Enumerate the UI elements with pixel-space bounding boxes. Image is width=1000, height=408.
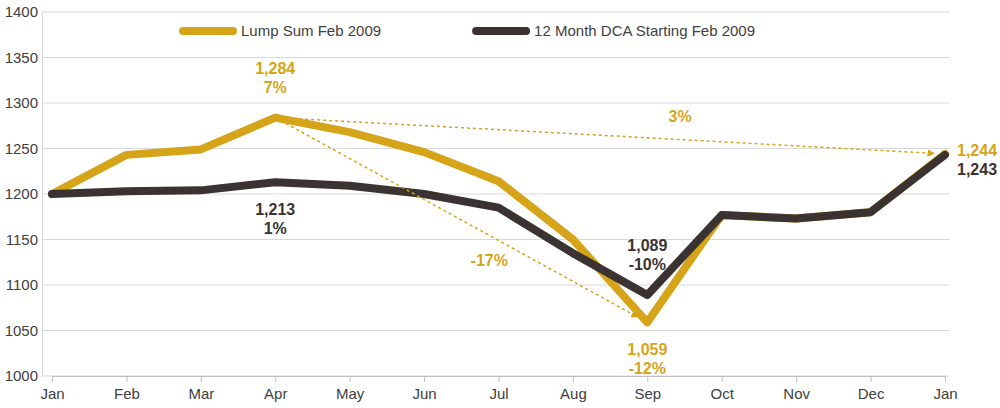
x-tick-label: Aug <box>560 385 587 402</box>
annotation: -10% <box>629 256 666 273</box>
x-tick-mark <box>424 376 425 382</box>
x-tick: Jul <box>489 376 508 402</box>
grid-line <box>42 330 950 331</box>
x-tick: Oct <box>711 376 735 402</box>
y-tick-label: 1150 <box>6 231 38 248</box>
grid-line <box>42 12 950 13</box>
data-label: 1,089 <box>627 237 667 254</box>
y-tick: 1000 <box>5 367 42 384</box>
y-tick-label: 1300 <box>5 94 38 111</box>
x-tick-mark <box>275 376 276 382</box>
x-tick-mark <box>722 376 723 382</box>
y-tick-label: 1000 <box>5 367 38 384</box>
x-tick: Jan <box>933 376 957 402</box>
x-tick-label: Jan <box>933 385 957 402</box>
x-tick-label: Oct <box>711 385 735 402</box>
data-label: 1,284 <box>255 60 295 77</box>
y-tick-label: 1050 <box>5 322 38 339</box>
grid <box>42 12 950 376</box>
x-tick: Feb <box>114 376 140 402</box>
x-tick-label: Feb <box>114 385 140 402</box>
x-tick-label: Apr <box>264 385 287 402</box>
y-tick: 1350 <box>5 49 42 66</box>
x-tick-mark <box>499 376 500 382</box>
x-tick-mark <box>201 376 202 382</box>
y-tick: 1300 <box>5 94 42 111</box>
x-tick-mark <box>573 376 574 382</box>
x-tick-label: Jan <box>40 385 64 402</box>
x-tick-mark <box>52 376 53 382</box>
y-tick: 1150 <box>6 231 42 248</box>
legend-label: 12 Month DCA Starting Feb 2009 <box>534 22 755 39</box>
y-tick: 1100 <box>6 276 42 293</box>
annotation: -17% <box>471 252 508 269</box>
y-tick-label: 1100 <box>6 276 38 293</box>
grid-line <box>42 103 950 104</box>
x-tick-label: Sep <box>634 385 661 402</box>
data-label: 1,244 <box>957 142 997 159</box>
x-tick: Sep <box>634 376 661 402</box>
y-tick-label: 1400 <box>5 3 38 20</box>
legend-swatch <box>476 27 526 35</box>
x-tick-mark <box>796 376 797 382</box>
x-tick-label: Nov <box>783 385 810 402</box>
annotation-arrow <box>281 120 634 314</box>
y-tick: 1250 <box>5 140 42 157</box>
x-tick-label: Mar <box>188 385 214 402</box>
data-label: 1,059 <box>627 341 667 358</box>
y-tick: 1400 <box>5 3 42 20</box>
legend-label: Lump Sum Feb 2009 <box>241 22 381 39</box>
data-label: 1,243 <box>957 161 997 178</box>
chart: 1000 1050 1100 1150 1200 1250 1300 1350 1400 Jan F… <box>0 0 1000 408</box>
x-tick: Aug <box>560 376 587 402</box>
x-tick-label: Dec <box>858 385 885 402</box>
y-axis: 1000 1050 1100 1150 1200 1250 1300 1350 1400 <box>5 3 43 384</box>
labels: 1,284 1,059 1,244 1,213 1,089 1,243 7% 1% -10% -1… <box>255 60 997 378</box>
y-tick-label: 1250 <box>5 140 38 157</box>
y-axis-line <box>42 13 43 377</box>
x-tick: Jun <box>412 376 436 402</box>
annotation-arrow <box>281 118 929 153</box>
series-line <box>52 155 945 295</box>
annotation: 3% <box>669 108 692 125</box>
data-label: 1,213 <box>255 201 295 218</box>
x-tick-mark <box>350 376 351 382</box>
x-tick: May <box>336 376 365 402</box>
x-axis: Jan Feb Mar Apr May Jun Jul Aug Sep Oct Nov Dec Jan <box>40 376 957 402</box>
x-axis-line <box>53 377 946 383</box>
x-tick-mark <box>126 376 127 382</box>
x-tick-mark <box>945 376 946 382</box>
x-tick-label: May <box>336 385 365 402</box>
grid-line <box>42 57 950 58</box>
x-tick-label: Jul <box>489 385 508 402</box>
x-tick-label: Jun <box>412 385 436 402</box>
series-line <box>52 118 945 323</box>
x-tick: Dec <box>858 376 885 402</box>
annotation: -12% <box>629 360 666 377</box>
x-tick: Nov <box>783 376 810 402</box>
annotation: 1% <box>264 220 287 237</box>
x-tick: Apr <box>264 376 287 402</box>
legend-swatch <box>183 27 233 35</box>
x-tick-mark <box>871 376 872 382</box>
y-tick: 1050 <box>5 322 42 339</box>
annotation: 7% <box>264 79 287 96</box>
x-tick: Jan <box>40 376 64 402</box>
y-tick: 1200 <box>5 185 42 202</box>
y-tick-label: 1350 <box>5 49 38 66</box>
y-tick-label: 1200 <box>5 185 38 202</box>
grid-line <box>42 285 950 286</box>
x-tick: Mar <box>188 376 214 402</box>
plot-area <box>52 118 945 323</box>
legend: Lump Sum Feb 2009 12 Month DCA Starting F… <box>183 22 755 39</box>
